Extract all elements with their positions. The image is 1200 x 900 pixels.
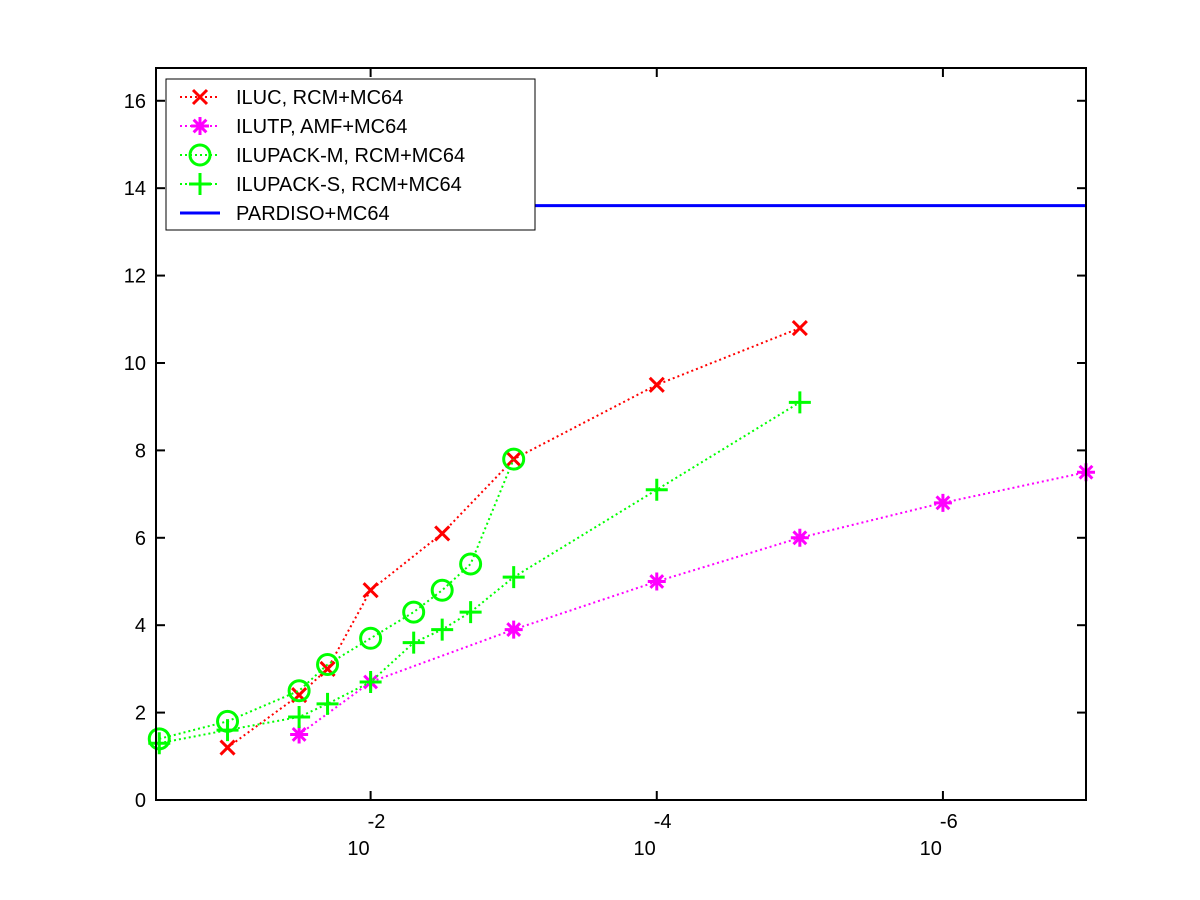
series-1-point-8: [791, 319, 808, 337]
legend-label-4: ILUPACK-S, RCM+MC64: [236, 174, 462, 196]
series-3: [147, 447, 526, 751]
series-2-point-5: [790, 528, 809, 547]
legend: ILUC, RCM+MC64 ILUTP, AMF+MC64 ILUPACK-M, …: [165, 78, 536, 231]
x-tick-label-base-2: 10: [634, 838, 656, 860]
series-1: [219, 319, 808, 756]
y-tick-label-4: 6: [135, 528, 146, 550]
series-4-point-7: [431, 618, 454, 641]
y-tick-label-2: 2: [135, 703, 146, 725]
x-tick-label-exp-2: -4: [654, 811, 672, 833]
legend-entry-1: ILUC, RCM+MC64: [180, 87, 403, 109]
y-tick-label-9: 16: [124, 91, 146, 113]
series-4-point-8: [459, 601, 482, 624]
series-3-point-4: [316, 653, 340, 677]
legend-label-1: ILUC, RCM+MC64: [236, 87, 403, 109]
y-tick-label-7: 12: [124, 266, 146, 288]
plot-axes-box: [155, 67, 1087, 801]
legend-entry-4: ILUPACK-S, RCM+MC64: [180, 173, 462, 196]
legend-label-2: ILUTP, AMF+MC64: [236, 116, 407, 138]
series-3-point-8: [459, 552, 483, 576]
series-3-point-7: [430, 578, 454, 602]
series-3-line: [159, 458, 515, 740]
x-tick-label-base-1: 10: [347, 838, 369, 860]
legend-marker-1: [191, 88, 209, 106]
y-tick-label-5: 8: [135, 440, 146, 462]
series-4: [148, 391, 811, 755]
y-tick-label-3: 4: [135, 615, 146, 637]
series-2-point-3: [504, 620, 523, 639]
series-4-point-11: [788, 391, 811, 414]
y-tick-label-1: 0: [135, 790, 146, 812]
series-4-point-5: [359, 671, 382, 694]
series-3-point-6: [402, 600, 426, 624]
legend-marker-3: [188, 143, 212, 167]
series-1-point-4: [362, 582, 379, 599]
x-tick-label-exp-1: -2: [368, 811, 386, 833]
series-4-point-9: [502, 566, 525, 589]
series-4-point-3: [288, 705, 311, 728]
series-layer: [147, 204, 1095, 756]
series-1-point-1: [219, 739, 236, 756]
series-2-point-1: [290, 725, 309, 744]
y-tick-label-8: 14: [124, 178, 146, 200]
series-2-point-6: [933, 493, 952, 512]
x-tick-label-exp-3: -6: [940, 811, 958, 833]
legend-box: [165, 78, 536, 231]
legend-marker-2: [191, 117, 209, 135]
series-4-point-1: [148, 732, 171, 755]
series-3-point-9: [502, 447, 526, 471]
series-3-point-5: [359, 626, 383, 650]
ticks-layer: 0 2 4 6 8 10 12 14 16 10 -2 10 -4 10 -6: [124, 68, 1086, 860]
x-tick-label-base-3: 10: [920, 838, 942, 860]
series-4-point-10: [645, 478, 668, 501]
series-4-point-2: [216, 719, 239, 742]
y-tick-label-6: 10: [124, 353, 146, 375]
series-2-point-4: [647, 572, 666, 591]
legend-entry-3: ILUPACK-M, RCM+MC64: [180, 143, 465, 167]
series-4-point-4: [316, 692, 339, 715]
series-3-point-3: [287, 679, 311, 703]
series-1-point-7: [648, 376, 665, 393]
legend-label-3: ILUPACK-M, RCM+MC64: [236, 145, 465, 167]
legend-label-5: PARDISO+MC64: [236, 203, 390, 225]
legend-marker-4: [189, 173, 211, 195]
series-4-point-6: [402, 631, 425, 654]
legend-entry-5: PARDISO+MC64: [180, 203, 390, 225]
legend-entry-2: ILUTP, AMF+MC64: [180, 116, 407, 138]
series-1-point-6: [505, 451, 522, 468]
series-1-point-5: [434, 525, 451, 542]
